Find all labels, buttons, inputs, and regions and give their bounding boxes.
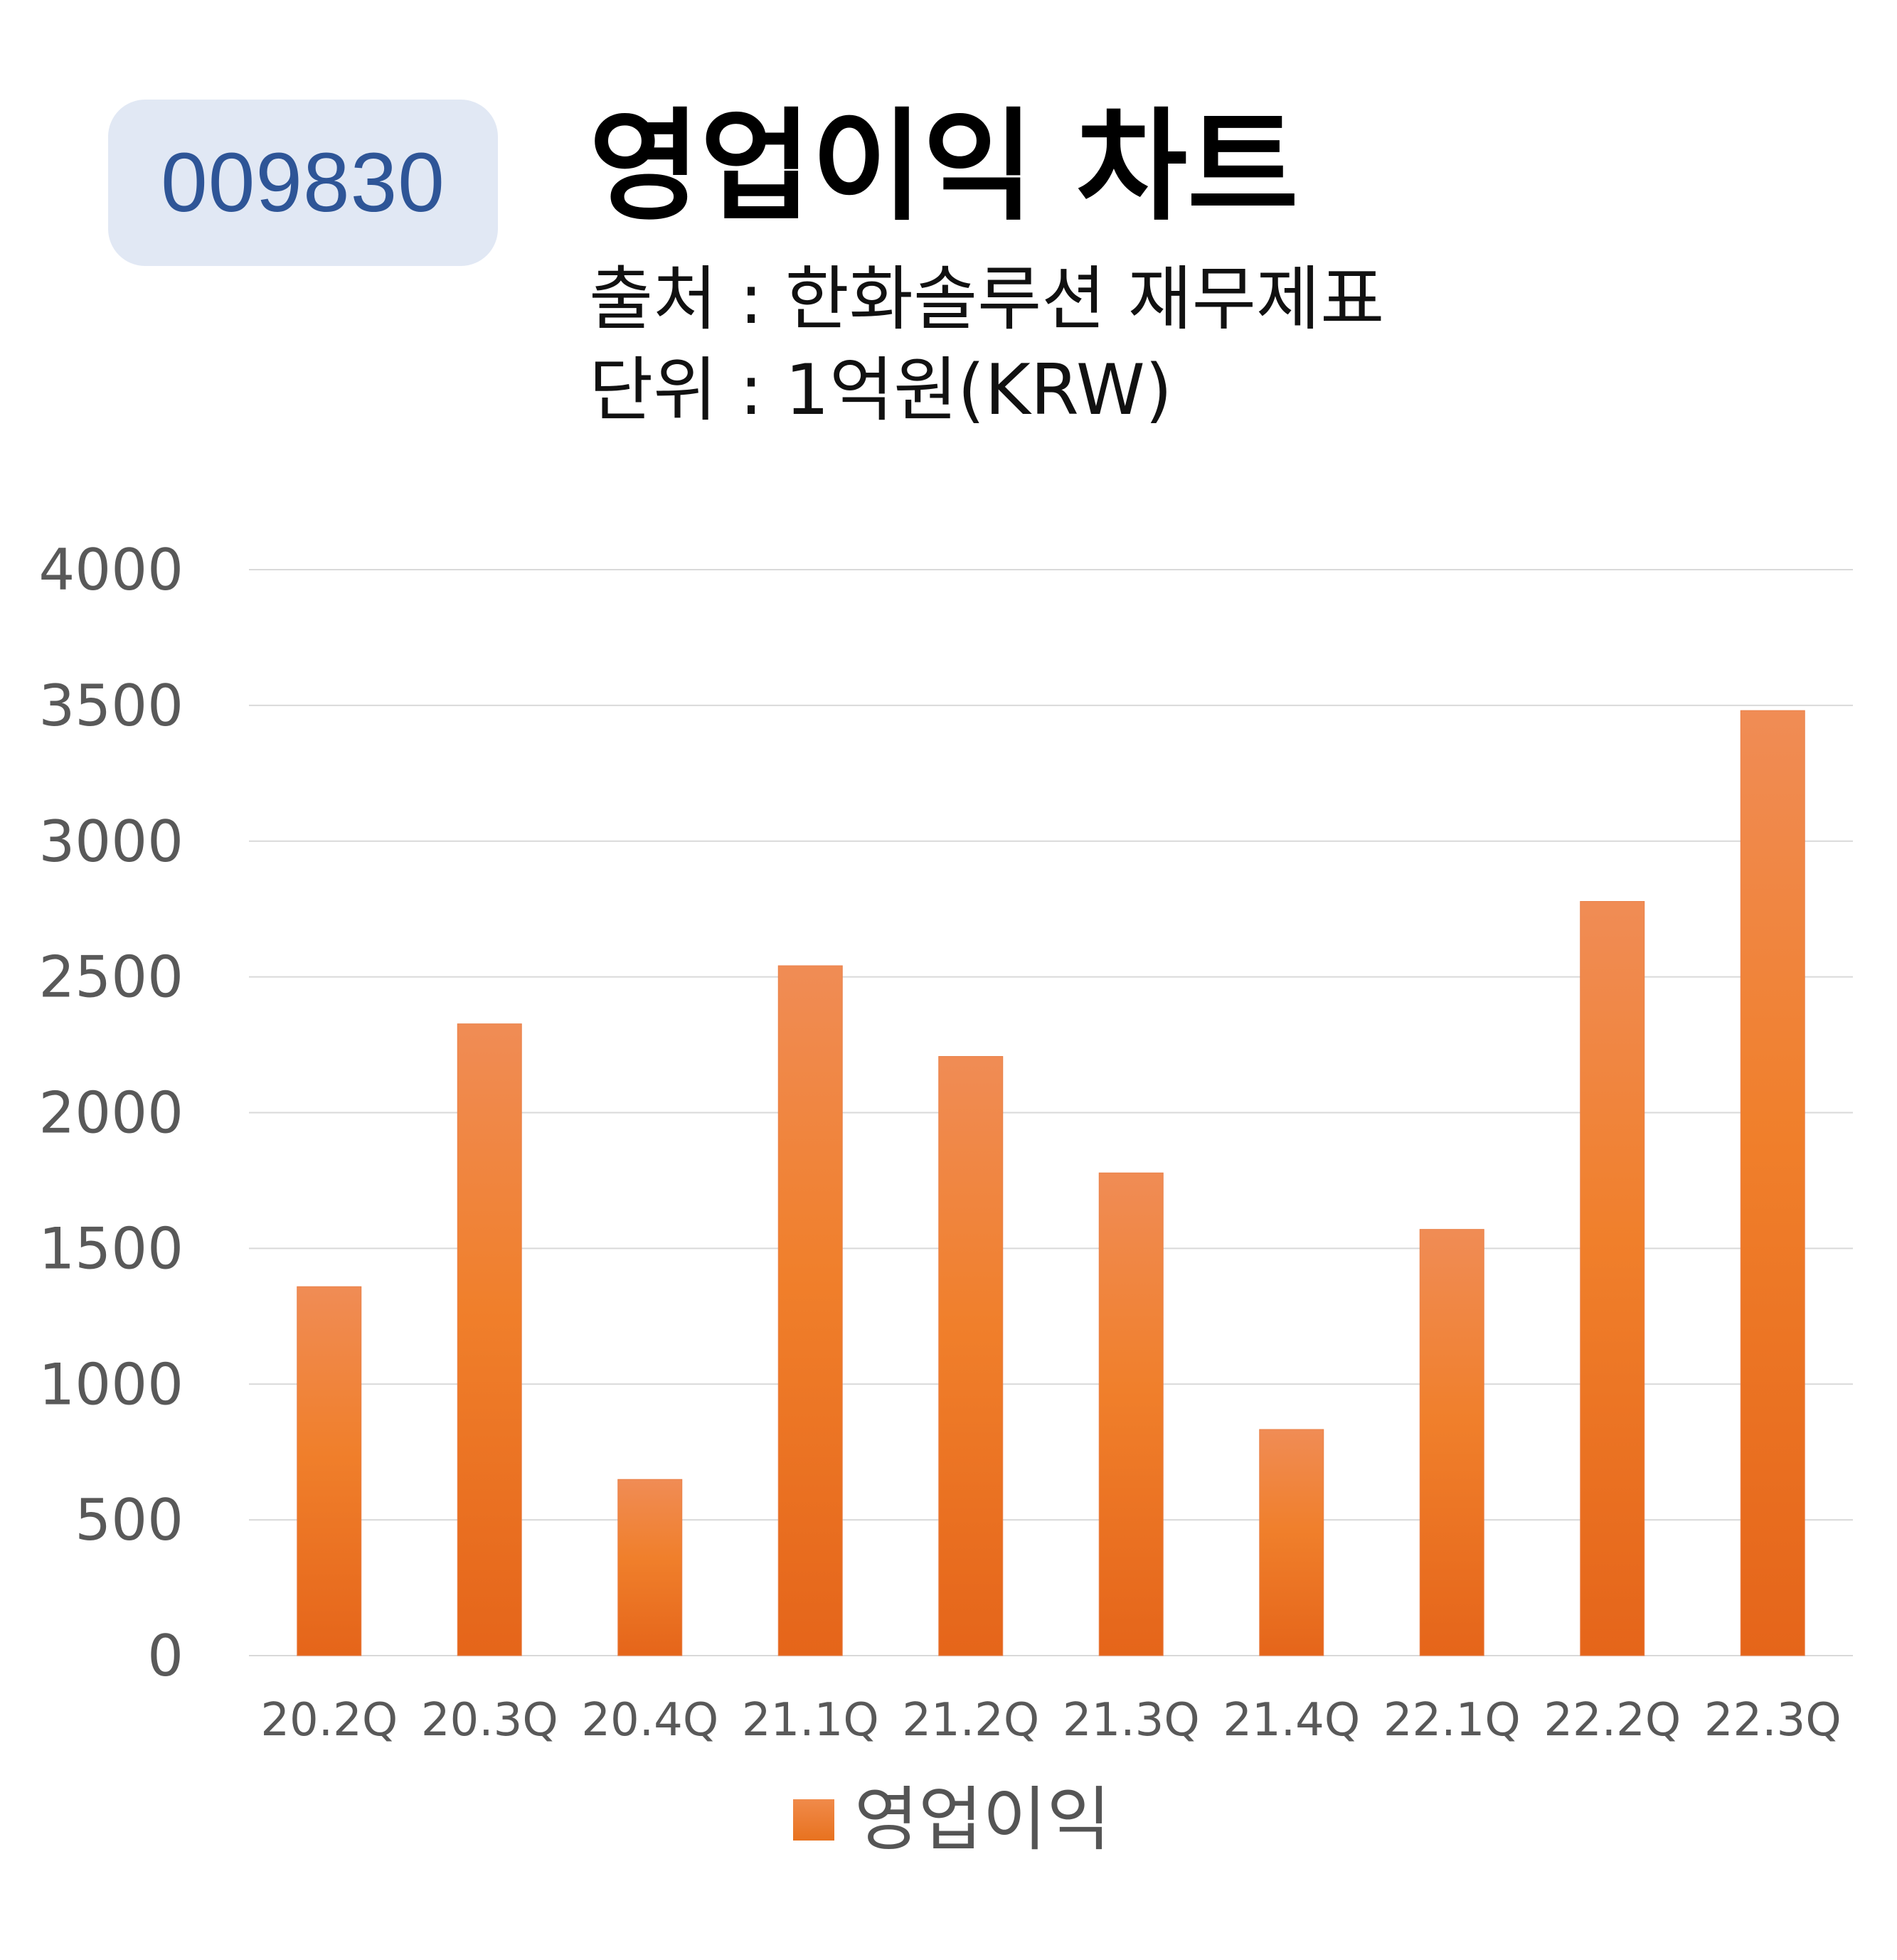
bar-21.4Q [1259, 1429, 1324, 1656]
legend: 영업이익 [793, 1785, 1111, 1855]
y-tick-label: 0 [147, 1623, 184, 1689]
chart-title: 영업이익 차트 [589, 97, 1299, 238]
unit-text: 단위 : 1억원(KRW) [589, 350, 1173, 431]
y-tick-label: 4000 [38, 537, 184, 603]
bar-21.1Q [777, 965, 843, 1656]
bars [297, 710, 1805, 1656]
x-tick-label: 20.2Q [260, 1694, 398, 1747]
bar-22.1Q [1419, 1229, 1484, 1656]
bar-22.2Q [1580, 900, 1645, 1656]
x-tick-label: 22.2Q [1543, 1694, 1681, 1747]
y-tick-label: 1000 [38, 1351, 184, 1417]
bar-20.4Q [617, 1479, 683, 1656]
x-tick-label: 20.3Q [421, 1694, 558, 1747]
y-tick-label: 2500 [38, 944, 184, 1011]
y-tick-label: 3000 [38, 809, 184, 875]
x-tick-label: 21.2Q [902, 1694, 1039, 1747]
x-axis: 20.2Q 20.3Q 20.4Q 21.1Q 21.2Q 21.3Q 21.4Q 22.1Q… [260, 1694, 1841, 1747]
ticker-code: 009830 [161, 136, 445, 230]
ticker-badge: 009830 [108, 100, 498, 266]
x-tick-label: 22.1Q [1383, 1694, 1521, 1747]
bar-21.3Q [1098, 1172, 1164, 1656]
x-tick-label: 21.3Q [1063, 1694, 1200, 1747]
y-tick-label: 3500 [38, 673, 184, 739]
y-tick-label: 1500 [38, 1215, 184, 1282]
y-axis: 0 500 1000 1500 2000 2500 3000 3500 4000 [38, 537, 184, 1689]
bar-20.2Q [297, 1286, 362, 1656]
x-tick-label: 20.4Q [581, 1694, 718, 1747]
bar-21.2Q [938, 1055, 1004, 1656]
x-tick-label: 21.1Q [742, 1694, 879, 1747]
legend-swatch [793, 1799, 834, 1841]
bar-22.3Q [1740, 710, 1805, 1656]
x-tick-label: 21.4Q [1223, 1694, 1360, 1747]
legend-label: 영업이익 [854, 1779, 1111, 1860]
y-tick-label: 2000 [38, 1080, 184, 1146]
y-tick-label: 500 [75, 1487, 184, 1553]
x-tick-label: 22.3Q [1704, 1694, 1842, 1747]
source-text: 출처 : 한화솔루션 재무제표 [589, 259, 1385, 340]
bar-20.3Q [457, 1023, 522, 1656]
